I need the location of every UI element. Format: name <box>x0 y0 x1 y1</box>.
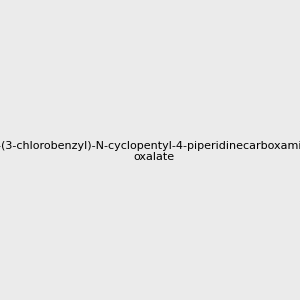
Text: 1-(3-chlorobenzyl)-N-cyclopentyl-4-piperidinecarboxamide oxalate: 1-(3-chlorobenzyl)-N-cyclopentyl-4-piper… <box>0 141 300 162</box>
